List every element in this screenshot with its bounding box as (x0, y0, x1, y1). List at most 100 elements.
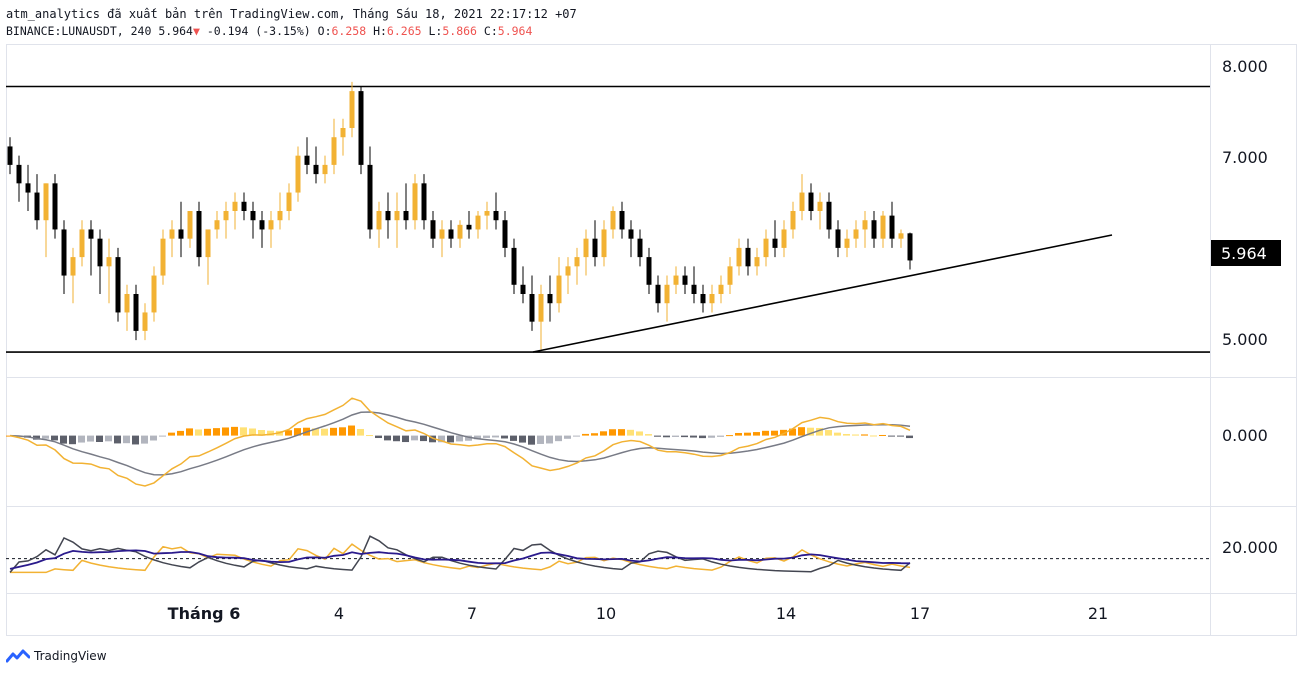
macd-hist-bar-87 (789, 428, 796, 436)
candle-body-54 (493, 211, 499, 221)
macd-signal-line (9, 411, 911, 476)
macd-hist-bar-36 (330, 427, 337, 436)
candle-body-8 (79, 229, 85, 258)
candle-body-30 (277, 211, 283, 221)
macd-hist-bar-73 (663, 435, 670, 438)
candle-body-94 (853, 229, 859, 239)
candle-body-89 (808, 192, 814, 211)
candle-body-61 (556, 275, 562, 304)
candle-body-26 (241, 201, 247, 211)
macd-hist-bar-59 (537, 435, 544, 444)
candle-body-28 (259, 220, 265, 230)
low-label: L: (428, 24, 443, 38)
candle-body-27 (250, 211, 256, 221)
candle-body-23 (214, 220, 220, 230)
macd-hist-bar-55 (501, 435, 508, 439)
time-tick-21: 21 (1088, 604, 1108, 623)
macd-hist-bar-93 (843, 433, 850, 436)
candle-body-93 (844, 238, 850, 248)
candle-body-25 (232, 201, 238, 211)
macd-hist-bar-26 (240, 427, 247, 436)
candle-body-58 (529, 294, 535, 322)
candle-body-29 (268, 220, 274, 230)
macd-hist-bar-35 (321, 428, 328, 436)
macd-hist-bar-72 (654, 435, 661, 437)
candle-body-38 (349, 91, 355, 128)
candle-body-18 (169, 229, 175, 239)
time-tick-thang6: Tháng 6 (168, 604, 241, 623)
macd-hist-bar-45 (411, 435, 418, 441)
macd-hist-bar-42 (384, 435, 391, 441)
tradingview-logo[interactable]: TradingView (6, 649, 107, 663)
candle-body-63 (574, 257, 580, 267)
candle-body-85 (772, 238, 778, 248)
candle-body-96 (871, 220, 877, 239)
candle-body-39 (358, 91, 364, 165)
macd-hist-bar-40 (366, 435, 373, 437)
time-tick-17: 17 (910, 604, 930, 623)
tradingview-logo-text: TradingView (34, 649, 107, 663)
macd-hist-bar-3 (33, 435, 40, 440)
candle-body-17 (160, 238, 166, 276)
osc-tick-20: 20.000 (1222, 538, 1278, 557)
candle-body-100 (907, 233, 913, 261)
candle-body-19 (178, 229, 184, 239)
candle-body-92 (835, 229, 841, 248)
osc-di-plus-line (10, 543, 911, 574)
candle-body-75 (682, 275, 688, 285)
macd-hist-bar-56 (510, 435, 517, 441)
macd-hist-bar-77 (699, 435, 706, 439)
candle-body-65 (592, 238, 598, 258)
macd-hist-bar-94 (852, 434, 859, 436)
macd-hist-bar-27 (249, 428, 256, 436)
candle-body-43 (394, 211, 400, 221)
candle-body-99 (898, 233, 904, 239)
macd-hist-bar-38 (348, 425, 355, 436)
macd-hist-bar-58 (528, 435, 535, 445)
candle-body-68 (619, 211, 625, 230)
candle-body-74 (673, 275, 679, 285)
candle-body-98 (889, 215, 895, 239)
candle-body-0 (7, 146, 13, 165)
candle-body-44 (403, 211, 409, 221)
candle-body-12 (115, 257, 121, 313)
candle-body-73 (664, 284, 670, 304)
candle-body-33 (304, 155, 310, 165)
macd-hist-bar-14 (132, 435, 139, 445)
macd-hist-bar-84 (762, 430, 769, 436)
macd-hist-bar-34 (312, 428, 319, 436)
macd-hist-bar-39 (357, 428, 364, 436)
macd-hist-bar-6 (60, 435, 67, 444)
candle-body-95 (862, 220, 868, 230)
price-pane (6, 81, 1210, 353)
candle-body-20 (187, 211, 193, 239)
macd-hist-bar-44 (402, 435, 409, 443)
candle-body-59 (538, 294, 544, 322)
price-tick-5: 5.000 (1222, 330, 1268, 349)
chart-header-publisher: atm_analytics đã xuất bản trên TradingVi… (6, 7, 577, 21)
high-label: H: (373, 24, 387, 38)
candle-body-35 (322, 164, 328, 175)
candle-body-52 (475, 215, 481, 230)
macd-hist-bar-18 (168, 432, 175, 436)
macd-hist-bar-31 (285, 430, 292, 436)
last-price-tag (1211, 240, 1281, 266)
macd-hist-bar-80 (726, 435, 733, 437)
macd-hist-bar-71 (645, 434, 652, 436)
macd-hist-bar-100 (906, 435, 913, 439)
candle-body-32 (295, 155, 301, 193)
candle-body-69 (628, 229, 634, 239)
candle-body-86 (781, 229, 787, 248)
macd-hist-bar-91 (825, 430, 832, 436)
candle-body-60 (547, 294, 553, 304)
candle-body-56 (511, 247, 517, 285)
candle-body-70 (637, 238, 643, 258)
macd-hist-bar-75 (681, 435, 688, 438)
candle-body-77 (700, 294, 706, 304)
open-value: 6.258 (331, 24, 367, 38)
candle-body-62 (565, 266, 571, 276)
macd-hist-bar-82 (744, 432, 751, 436)
candle-body-66 (601, 229, 607, 258)
candle-body-79 (718, 284, 724, 294)
